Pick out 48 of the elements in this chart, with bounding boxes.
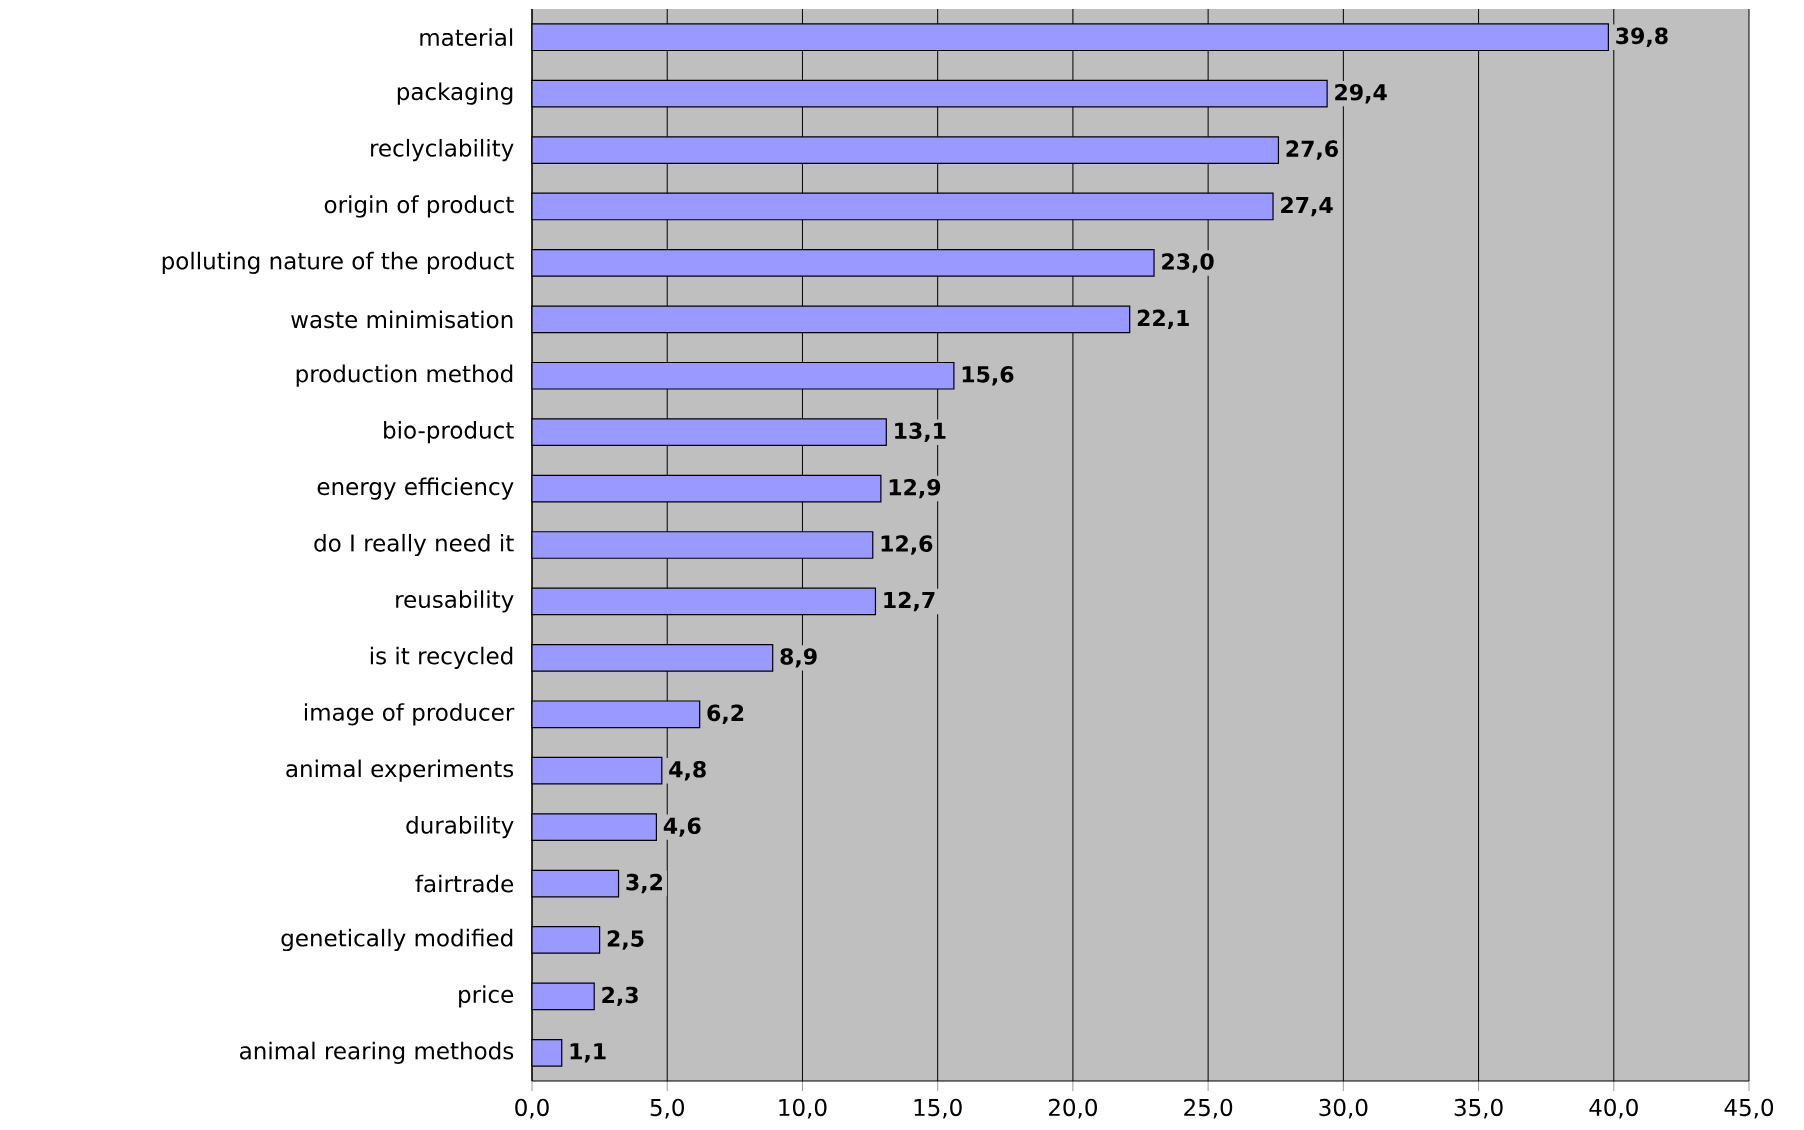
y-tick-label: origin of product [324, 195, 514, 218]
y-tick-label: waste minimisation [291, 310, 513, 329]
x-tick-label: 30,0 [1319, 1098, 1368, 1119]
y-tick-label: is it recycled [370, 646, 513, 669]
y-tick-label: animal experiments [286, 759, 514, 782]
data-label: 13,1 [895, 422, 946, 442]
y-tick-label: image of producer [304, 703, 515, 726]
data-label: 27,6 [1286, 140, 1338, 160]
y-tick-label: durability [406, 815, 514, 839]
x-tick-label: 40,0 [1589, 1098, 1638, 1119]
data-label: 22,1 [1137, 309, 1189, 330]
y-tick-label: reusability [396, 590, 514, 613]
x-tick-label: 35,0 [1454, 1098, 1503, 1119]
y-tick-label: genetically modified [281, 928, 513, 952]
data-label: 29,4 [1335, 83, 1387, 104]
x-tick-label: 0,0 [515, 1098, 549, 1119]
data-label: 12,7 [884, 591, 935, 612]
y-tick-label: animal rearing methods [240, 1041, 514, 1064]
data-label: 3,2 [626, 873, 663, 894]
data-label: 4,8 [669, 760, 706, 781]
y-tick-label: price [459, 985, 514, 1008]
y-tick-label: polluting nature of the product [162, 251, 514, 275]
y-tick-label: do I really need it [314, 533, 514, 557]
data-label: 39,8 [1616, 27, 1668, 47]
data-label: 4,6 [663, 817, 701, 837]
y-tick-label: reclyclability [371, 138, 514, 162]
data-label: 2,5 [607, 930, 644, 950]
data-label: 1,1 [570, 1043, 606, 1063]
y-tick-label: material [420, 28, 513, 47]
x-tick-label: 10,0 [779, 1098, 827, 1119]
data-label: 15,6 [962, 366, 1014, 386]
y-tick-label: fairtrade [415, 874, 514, 893]
x-tick-label: 45,0 [1724, 1098, 1774, 1119]
y-tick-label: bio-product [384, 421, 514, 444]
y-tick-label: production method [296, 364, 513, 387]
data-label: 6,2 [707, 704, 744, 725]
y-tick-label: energy efficiency [317, 477, 514, 500]
data-label: 27,4 [1281, 196, 1333, 217]
x-tick-label: 15,0 [914, 1098, 962, 1119]
x-tick-label: 20,0 [1048, 1098, 1097, 1119]
data-label: 12,6 [881, 535, 933, 555]
data-label: 12,9 [889, 478, 941, 499]
y-tick-label: packaging [397, 82, 513, 105]
data-label: 23,0 [1162, 253, 1214, 273]
data-label: 2,3 [602, 986, 638, 1007]
x-tick-label: 25,0 [1184, 1098, 1233, 1119]
x-tick-label: 5,0 [650, 1098, 684, 1119]
data-label: 8,9 [780, 648, 817, 668]
